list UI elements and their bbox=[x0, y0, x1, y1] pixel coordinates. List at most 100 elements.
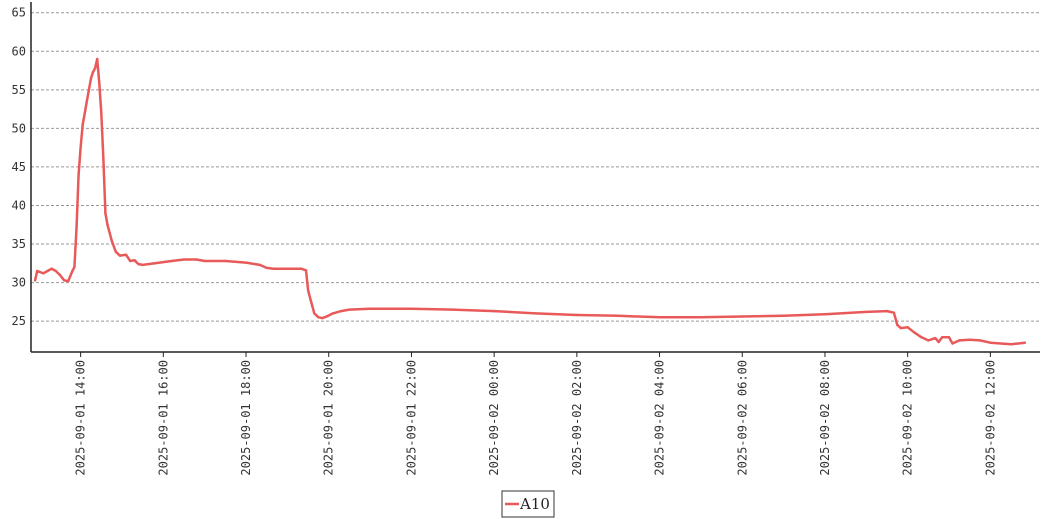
data-point bbox=[1023, 341, 1026, 344]
data-point bbox=[83, 111, 87, 115]
data-point bbox=[58, 273, 62, 277]
x-tick-label: 2025-09-01 14:00 bbox=[74, 360, 88, 476]
data-point bbox=[153, 262, 157, 265]
data-point bbox=[968, 338, 971, 341]
data-point bbox=[170, 259, 173, 263]
x-axis: 2025-09-01 14:00 2025-09-01 16:00 2025-09-… bbox=[31, 351, 1040, 476]
x-tick-label: 2025-09-02 00:00 bbox=[487, 360, 501, 476]
y-tick-label: 25 bbox=[12, 314, 26, 328]
data-point bbox=[892, 311, 896, 314]
data-point bbox=[951, 342, 954, 345]
data-point bbox=[947, 336, 951, 339]
x-tick-label: 2025-09-01 20:00 bbox=[322, 360, 336, 476]
data-point bbox=[304, 269, 308, 272]
data-point bbox=[81, 123, 84, 126]
data-point bbox=[124, 253, 128, 256]
data-point bbox=[339, 309, 343, 313]
data-point bbox=[741, 315, 744, 318]
y-axis: 25 30 35 40 45 50 55 60 65 bbox=[12, 2, 32, 352]
data-point bbox=[906, 326, 909, 329]
data-point bbox=[311, 304, 314, 307]
data-point bbox=[110, 239, 113, 242]
data-point bbox=[258, 263, 261, 267]
data-point bbox=[920, 336, 923, 339]
data-point bbox=[62, 279, 66, 282]
x-tick-label: 2025-09-02 08:00 bbox=[818, 360, 832, 476]
data-point bbox=[308, 296, 312, 300]
data-point bbox=[114, 250, 118, 253]
data-point bbox=[321, 316, 324, 320]
y-tick-label: 50 bbox=[12, 121, 26, 135]
data-point bbox=[368, 307, 372, 310]
data-point bbox=[42, 272, 45, 275]
data-point bbox=[1009, 343, 1013, 346]
data-point bbox=[89, 77, 93, 80]
data-point bbox=[77, 173, 80, 176]
data-point bbox=[75, 227, 78, 230]
x-tick-label: 2025-09-02 06:00 bbox=[735, 360, 749, 476]
data-point bbox=[195, 258, 198, 261]
data-point bbox=[98, 80, 101, 84]
data-point bbox=[617, 314, 620, 317]
data-point bbox=[79, 146, 82, 149]
y-tick-label: 45 bbox=[12, 160, 26, 174]
data-point bbox=[224, 259, 227, 263]
data-point bbox=[118, 254, 122, 257]
data-point bbox=[244, 261, 248, 264]
data-point bbox=[896, 323, 899, 327]
data-point bbox=[50, 267, 53, 270]
data-point bbox=[286, 267, 289, 270]
legend-label: A10 bbox=[519, 495, 550, 513]
gridlines bbox=[31, 12, 1040, 322]
data-point bbox=[575, 313, 579, 317]
series-layer bbox=[33, 57, 1027, 346]
data-point bbox=[133, 259, 136, 262]
y-tick-label: 65 bbox=[12, 6, 26, 20]
data-point bbox=[317, 316, 320, 319]
x-tick-label: 2025-09-01 18:00 bbox=[239, 360, 253, 476]
data-point bbox=[85, 100, 89, 103]
legend[interactable]: A10 bbox=[501, 490, 555, 518]
data-point bbox=[325, 315, 328, 318]
data-point bbox=[899, 326, 902, 330]
data-point bbox=[265, 266, 268, 270]
data-point bbox=[203, 259, 206, 263]
data-point bbox=[54, 269, 57, 273]
data-point bbox=[782, 314, 785, 317]
data-point bbox=[71, 269, 74, 273]
data-point bbox=[129, 259, 132, 263]
data-point bbox=[927, 339, 930, 342]
data-point bbox=[492, 309, 496, 313]
data-point bbox=[96, 57, 99, 61]
data-point bbox=[87, 88, 91, 92]
data-point bbox=[658, 316, 661, 319]
data-point bbox=[67, 279, 70, 283]
data-point bbox=[699, 316, 703, 319]
data-point bbox=[940, 336, 944, 339]
data-point bbox=[33, 279, 37, 282]
data-point bbox=[313, 312, 316, 315]
data-point bbox=[73, 266, 76, 269]
data-point bbox=[141, 263, 144, 267]
data-point bbox=[106, 223, 109, 226]
data-point bbox=[885, 309, 889, 313]
data-point bbox=[46, 269, 49, 273]
data-point bbox=[93, 67, 97, 70]
data-point bbox=[36, 269, 39, 273]
y-tick-label: 30 bbox=[12, 276, 26, 290]
y-tick-label: 35 bbox=[12, 237, 26, 251]
y-tick-label: 60 bbox=[12, 44, 26, 58]
data-point bbox=[989, 341, 992, 344]
data-point bbox=[534, 312, 537, 315]
data-point bbox=[958, 339, 961, 342]
x-tick-label: 2025-09-01 16:00 bbox=[156, 360, 170, 476]
data-point bbox=[137, 262, 140, 266]
y-tick-label: 55 bbox=[12, 83, 26, 97]
data-point bbox=[306, 289, 310, 292]
data-point bbox=[300, 267, 303, 270]
x-tick-label: 2025-09-01 22:00 bbox=[404, 360, 418, 476]
data-point bbox=[91, 70, 95, 74]
data-point bbox=[865, 310, 868, 314]
x-tick-label: 2025-09-02 04:00 bbox=[653, 360, 667, 476]
